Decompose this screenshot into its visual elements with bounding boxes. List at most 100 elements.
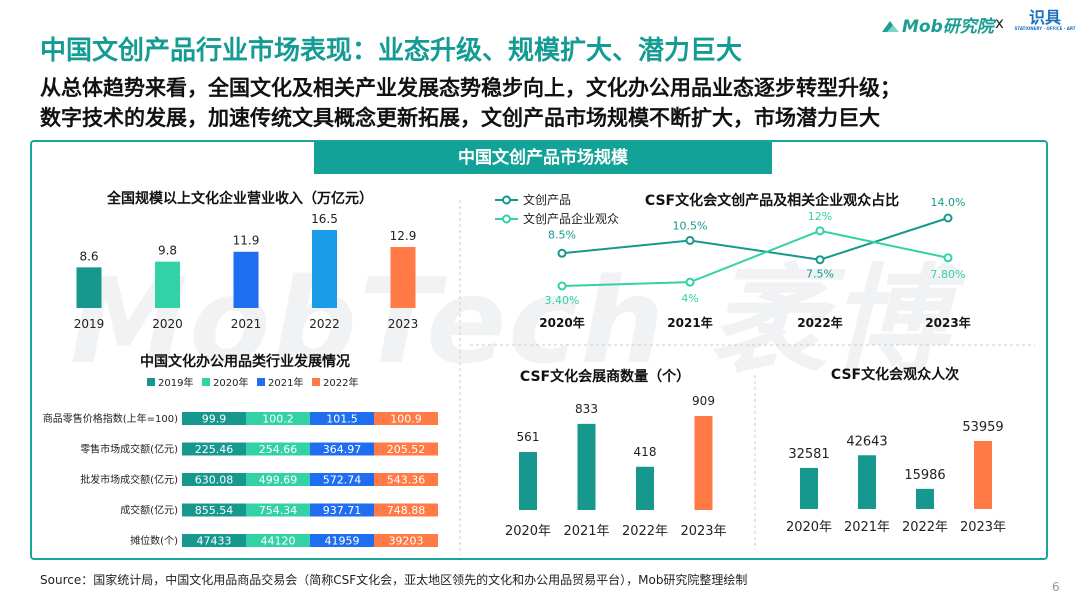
chart2-data-label: 3.40%	[545, 294, 580, 307]
partner-logo-tagline: STATIONERY · OFFICE · ART	[1014, 26, 1076, 31]
chart4-bar	[636, 466, 654, 510]
chart3-segment-label: 100.2	[262, 413, 294, 426]
chart2-point	[685, 235, 695, 245]
chart3-segment-label: 205.52	[387, 443, 426, 456]
chart2-data-label: 7.5%	[806, 268, 834, 281]
chart1-bar	[390, 247, 416, 308]
chart5-category-label: 2023年	[960, 520, 1006, 535]
mob-logo-mark-icon	[882, 21, 899, 32]
chart1-category-label: 2022	[309, 317, 340, 331]
chart3-segment	[310, 442, 374, 456]
chart2-data-label: 4%	[681, 292, 698, 305]
chart2-series-line	[561, 217, 949, 261]
chart3-segment-label: 100.9	[390, 413, 422, 426]
chart5-value-label: 32581	[788, 447, 829, 462]
partner-logo-name: 识具	[1028, 8, 1061, 27]
chart1-category-label: 2023	[388, 317, 419, 331]
chart3-segment-label: 364.97	[323, 443, 362, 456]
page-title: 中国文创产品行业市场表现：业态升级、规模扩大、潜力巨大	[40, 36, 743, 66]
chart5-bar	[858, 455, 876, 509]
chart3-segment	[310, 503, 374, 517]
chart3-segment-label: 47433	[197, 535, 232, 548]
chart3-segment-label: 754.34	[259, 504, 298, 517]
chart3-legend-swatch	[202, 378, 210, 386]
chart1-category-label: 2021	[231, 317, 262, 331]
chart2-legend-marker	[502, 195, 511, 205]
chart3-segment-label: 44120	[261, 535, 296, 548]
chart3-segment	[246, 534, 310, 547]
chart3-segment	[182, 503, 246, 517]
subtitle-line-2: 数字技术的发展，加速传统文具概念更新拓展，文创产品市场规模不断扩大，市场潜力巨大	[40, 106, 880, 130]
chart2-point	[815, 255, 825, 265]
chart2-point	[943, 213, 953, 223]
chart3-segment	[246, 442, 310, 456]
chart3-segment-label: 630.08	[195, 474, 234, 487]
chart3-legend-label: 2019年	[158, 376, 193, 389]
chart3-segment	[182, 534, 246, 547]
chart1-category-label: 2020	[152, 317, 183, 331]
chart2-point	[557, 281, 567, 291]
chart1-value-label: 12.9	[390, 229, 417, 243]
chart2-data-label: 12%	[808, 210, 832, 223]
chart2-legend-marker	[502, 214, 511, 224]
chart3-segment-label: 748.88	[387, 504, 426, 517]
chart3-segment-label: 937.71	[323, 504, 362, 517]
page-number: 6	[1052, 580, 1060, 594]
chart3-title: 中国文化办公用品类行业发展情况	[140, 353, 350, 370]
chart4-category-label: 2022年	[622, 524, 668, 539]
chart3-segment	[310, 473, 374, 486]
chart3-segment-label: 855.54	[195, 504, 234, 517]
chart5-value-label: 15986	[904, 468, 945, 483]
chart1-value-label: 9.8	[158, 244, 177, 258]
chart3-segment-label: 225.46	[195, 443, 234, 456]
chart3-category-label: 摊位数(个)	[130, 534, 178, 547]
partner-logo: 识具 STATIONERY · OFFICE · ART	[1014, 8, 1076, 32]
logo-separator: x	[995, 14, 1004, 32]
chart4-category-label: 2023年	[680, 524, 726, 539]
chart3-segment	[182, 473, 246, 486]
chart2-point	[815, 226, 825, 236]
chart2-point	[685, 277, 695, 287]
chart3-legend-label: 2022年	[323, 376, 358, 389]
chart4-category-label: 2021年	[563, 524, 609, 539]
chart2-series-line	[561, 229, 949, 287]
chart3-segment	[246, 412, 310, 425]
chart3-segment-label: 39203	[389, 535, 424, 548]
chart3-segment	[310, 534, 374, 547]
watermark: MobTech 袤博	[70, 252, 950, 390]
chart1-category-label: 2019	[74, 317, 105, 331]
chart3-category-label: 批发市场成交额(亿元)	[80, 473, 178, 486]
chart1-value-label: 16.5	[311, 212, 338, 226]
chart3-segment	[374, 503, 438, 517]
chart1-bar	[155, 261, 180, 308]
chart2-point	[943, 253, 953, 263]
chart3-category-label: 零售市场成交额(亿元)	[80, 443, 178, 456]
chart4-bar	[519, 451, 537, 510]
chart3-segment	[310, 412, 374, 425]
chart2-data-label: 14.0%	[931, 196, 966, 209]
section-banner: 中国文创产品市场规模	[314, 142, 772, 174]
chart4-category-label: 2020年	[505, 524, 551, 539]
chart2-data-label: 8.5%	[548, 228, 576, 241]
chart5-category-label: 2020年	[786, 520, 832, 535]
chart3-segment	[374, 412, 438, 425]
chart3-segment	[246, 503, 310, 517]
chart3-segment	[374, 534, 438, 547]
chart1-value-label: 11.9	[233, 234, 260, 248]
chart5-bar	[974, 441, 992, 509]
chart3-segment-label: 254.66	[259, 443, 298, 456]
chart4-value-label: 418	[634, 445, 657, 459]
chart1-title: 全国规模以上文化企业营业收入（万亿元）	[106, 190, 373, 207]
chart5-category-label: 2021年	[844, 520, 890, 535]
chart5-bar	[800, 467, 818, 509]
chart4-bar	[577, 423, 596, 510]
chart3-segment-label: 99.9	[202, 413, 227, 426]
chart1-bar	[312, 230, 337, 308]
chart5-value-label: 53959	[962, 420, 1003, 435]
chart3-segment-label: 41959	[325, 535, 360, 548]
chart3-segment-label: 572.74	[323, 474, 362, 487]
chart3-segment-label: 499.69	[259, 474, 298, 487]
chart5-bar	[916, 488, 934, 509]
